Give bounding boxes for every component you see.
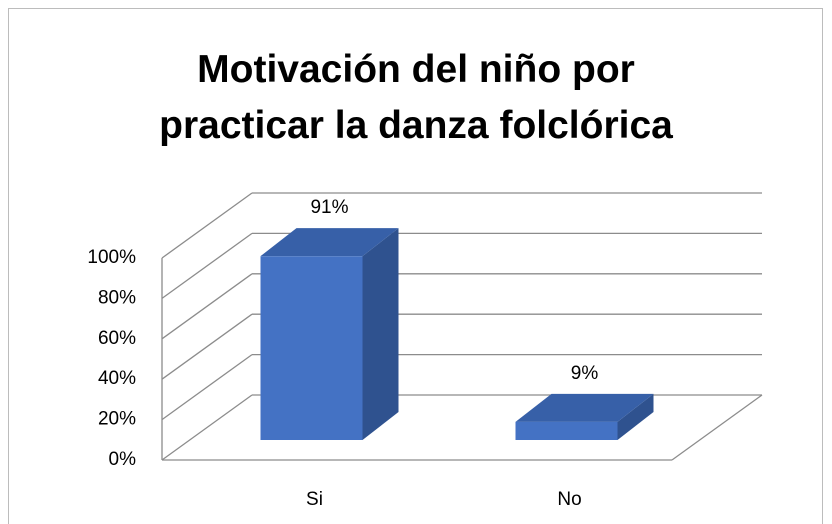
y-tick-label: 20% bbox=[98, 409, 136, 430]
data-label: 9% bbox=[571, 363, 599, 384]
y-tick-label: 80% bbox=[98, 287, 136, 308]
grid-line bbox=[161, 394, 253, 461]
data-label: 91% bbox=[310, 197, 348, 218]
bar bbox=[260, 256, 363, 440]
grid-line bbox=[161, 273, 253, 340]
grid-line bbox=[161, 354, 253, 421]
grid-line bbox=[161, 232, 253, 299]
bar-side bbox=[617, 393, 654, 440]
bar-top bbox=[515, 393, 654, 422]
chart-title: Motivación del niño por practicar la dan… bbox=[159, 48, 673, 147]
bar bbox=[515, 421, 618, 440]
floor-edge bbox=[671, 394, 763, 461]
y-tick-label: 40% bbox=[98, 368, 136, 389]
chart-border bbox=[8, 8, 823, 524]
y-tick-label: 0% bbox=[109, 449, 137, 470]
y-tick-label: 60% bbox=[98, 328, 136, 349]
grid-line bbox=[161, 313, 253, 380]
x-tick-label: No bbox=[557, 489, 581, 510]
y-tick-label: 100% bbox=[87, 247, 136, 268]
x-tick-label: Si bbox=[306, 489, 323, 510]
grid-line bbox=[161, 192, 253, 259]
bar-top bbox=[260, 228, 399, 257]
bar-side bbox=[362, 228, 399, 440]
